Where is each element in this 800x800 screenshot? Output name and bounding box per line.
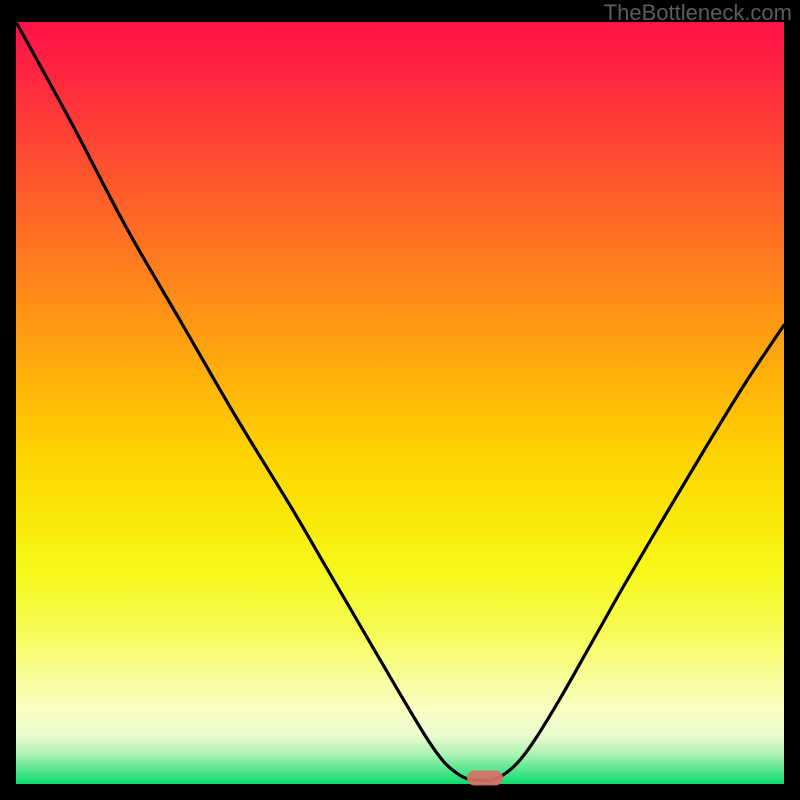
chart-background — [16, 22, 784, 784]
watermark-text: TheBottleneck.com — [604, 0, 792, 26]
chart-container: TheBottleneck.com — [0, 0, 800, 800]
optimal-point-marker — [467, 771, 503, 786]
bottleneck-curve-chart — [0, 0, 800, 800]
